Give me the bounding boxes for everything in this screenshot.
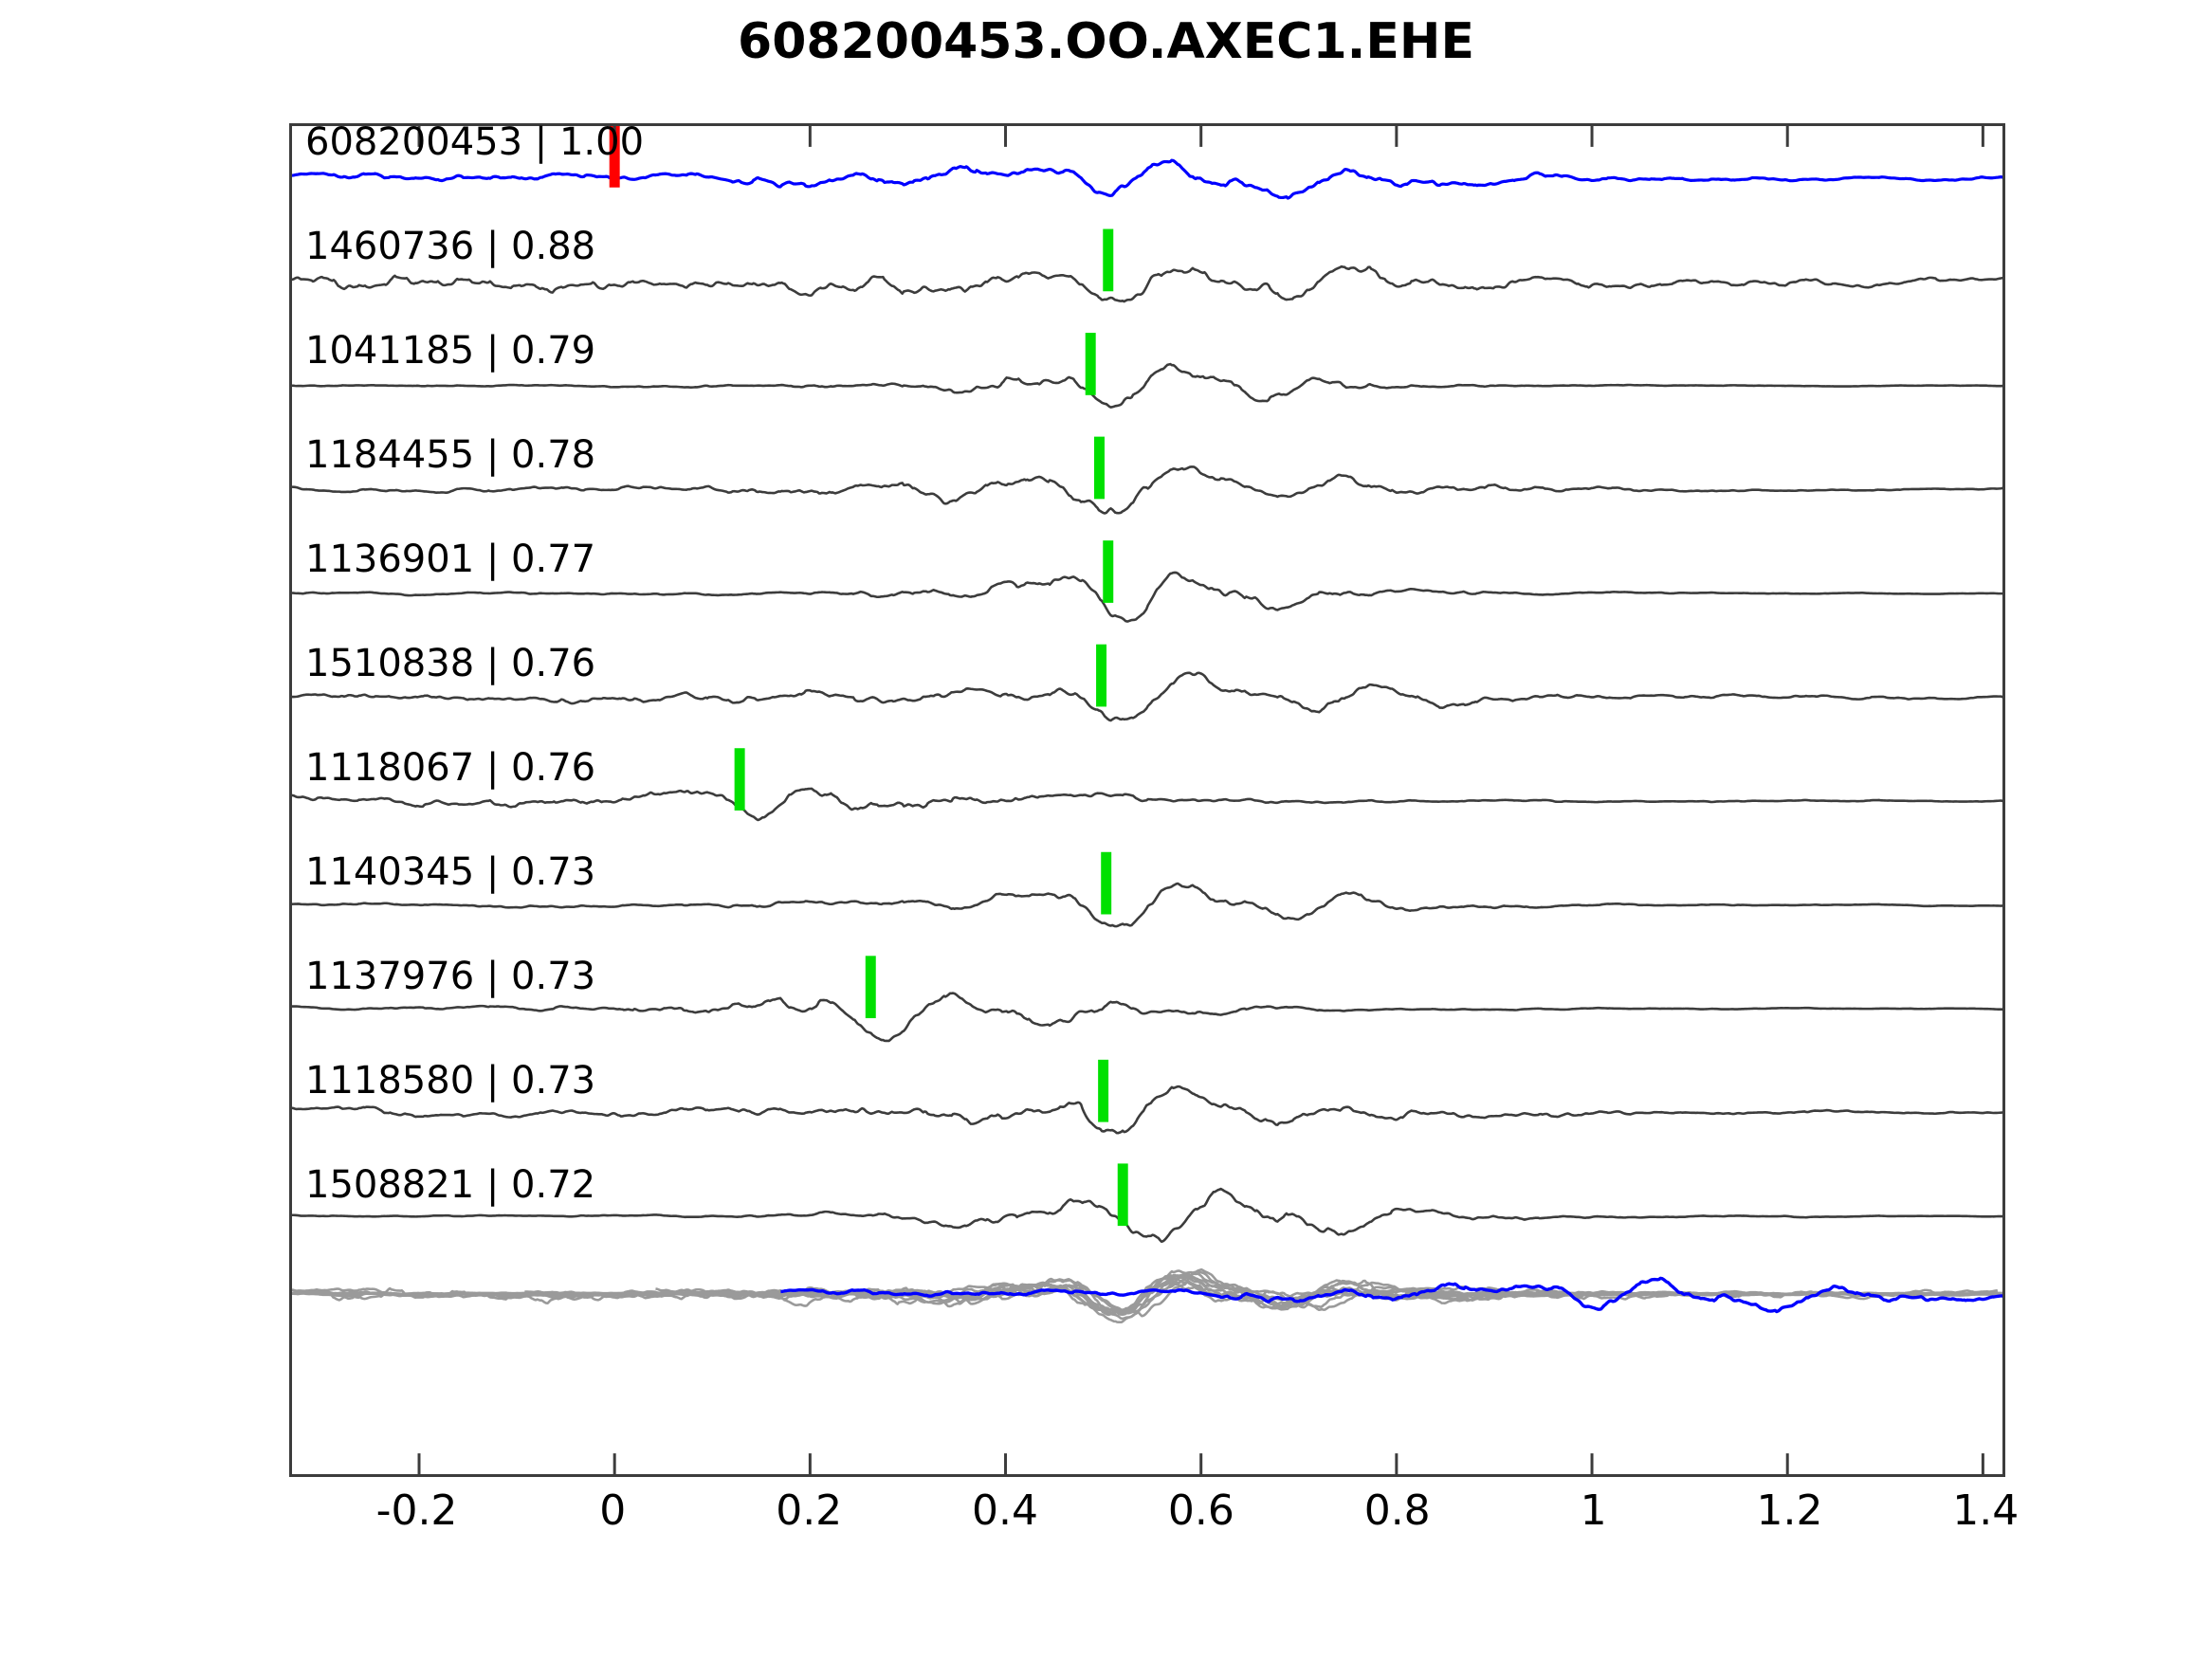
x-axis-tick-labels: -0.2 0 0.2 0.4 0.6 0.8 1 1.2 1.4 — [289, 1486, 2020, 1553]
waveform-trace-1184455 — [292, 465, 2002, 515]
page-title: 608200453.OO.AXEC1.EHE — [738, 13, 1474, 70]
waveform-trace-1136901 — [292, 571, 2002, 623]
x-tick-label-6: 1 — [1580, 1486, 1607, 1535]
x-tick-label-8: 1.4 — [1952, 1486, 2020, 1535]
waveform-trace-608200453 — [292, 158, 2002, 200]
x-tick-label-0: -0.2 — [375, 1486, 458, 1535]
trace-label-1510838: 1510838 | 0.76 — [305, 642, 596, 685]
detection-pick-marker-1136901 — [1103, 540, 1114, 603]
trace-label-1140345: 1140345 | 0.73 — [305, 850, 596, 894]
waveform-trace-1140345 — [292, 882, 2002, 928]
trace-label-1118580: 1118580 | 0.73 — [305, 1059, 596, 1103]
trace-label-1184455: 1184455 | 0.78 — [305, 433, 596, 477]
x-tick-label-3: 0.4 — [972, 1486, 1038, 1535]
x-tick-label-4: 0.6 — [1167, 1486, 1234, 1535]
waveform-trace-1118580 — [292, 1085, 2002, 1135]
template-pick-marker-608200453 — [609, 126, 620, 188]
trace-label-1136901: 1136901 | 0.77 — [305, 538, 596, 581]
x-tick-label-5: 0.8 — [1363, 1486, 1431, 1535]
trace-label-1460736: 1460736 | 0.88 — [305, 225, 596, 268]
detection-pick-marker-1118580 — [1098, 1059, 1109, 1122]
detection-pick-marker-1118067 — [734, 748, 745, 811]
detection-pick-marker-1510838 — [1096, 644, 1107, 707]
waveform-trace-1508821 — [292, 1187, 2002, 1243]
stacked-overlay-panel — [292, 1267, 2002, 1324]
waveform-trace-1460736 — [292, 264, 2002, 303]
stack-trace-template-608200453 — [780, 1276, 2002, 1314]
detection-pick-marker-1140345 — [1101, 851, 1112, 915]
waveform-trace-1137976 — [292, 992, 2002, 1043]
trace-label-608200453: 608200453 | 1.00 — [305, 120, 645, 164]
waveform-trace-1118067 — [292, 787, 2002, 822]
detection-pick-marker-1460736 — [1103, 228, 1114, 292]
detection-pick-marker-1137976 — [865, 956, 876, 1019]
trace-label-1041185: 1041185 | 0.79 — [305, 329, 596, 373]
waveform-trace-1510838 — [292, 671, 2002, 722]
detection-pick-marker-1041185 — [1085, 333, 1096, 395]
waveform-canvas — [292, 126, 2002, 1474]
x-tick-label-1: 0 — [599, 1486, 627, 1535]
trace-label-1118067: 1118067 | 0.76 — [305, 746, 596, 790]
detection-pick-marker-1508821 — [1117, 1163, 1128, 1227]
detection-pick-marker-1184455 — [1094, 436, 1105, 500]
stack-trace-1508821 — [292, 1267, 1983, 1318]
trace-label-1137976: 1137976 | 0.73 — [305, 955, 596, 998]
waveform-trace-1041185 — [292, 362, 2002, 409]
plot-area: 608200453 | 1.00 1460736 | 0.88 1041185 | … — [289, 123, 2005, 1477]
x-tick-label-2: 0.2 — [776, 1486, 843, 1535]
x-tick-label-7: 1.2 — [1756, 1486, 1823, 1535]
trace-label-1508821: 1508821 | 0.72 — [305, 1163, 596, 1207]
x-axis-ticks — [417, 126, 1984, 1474]
